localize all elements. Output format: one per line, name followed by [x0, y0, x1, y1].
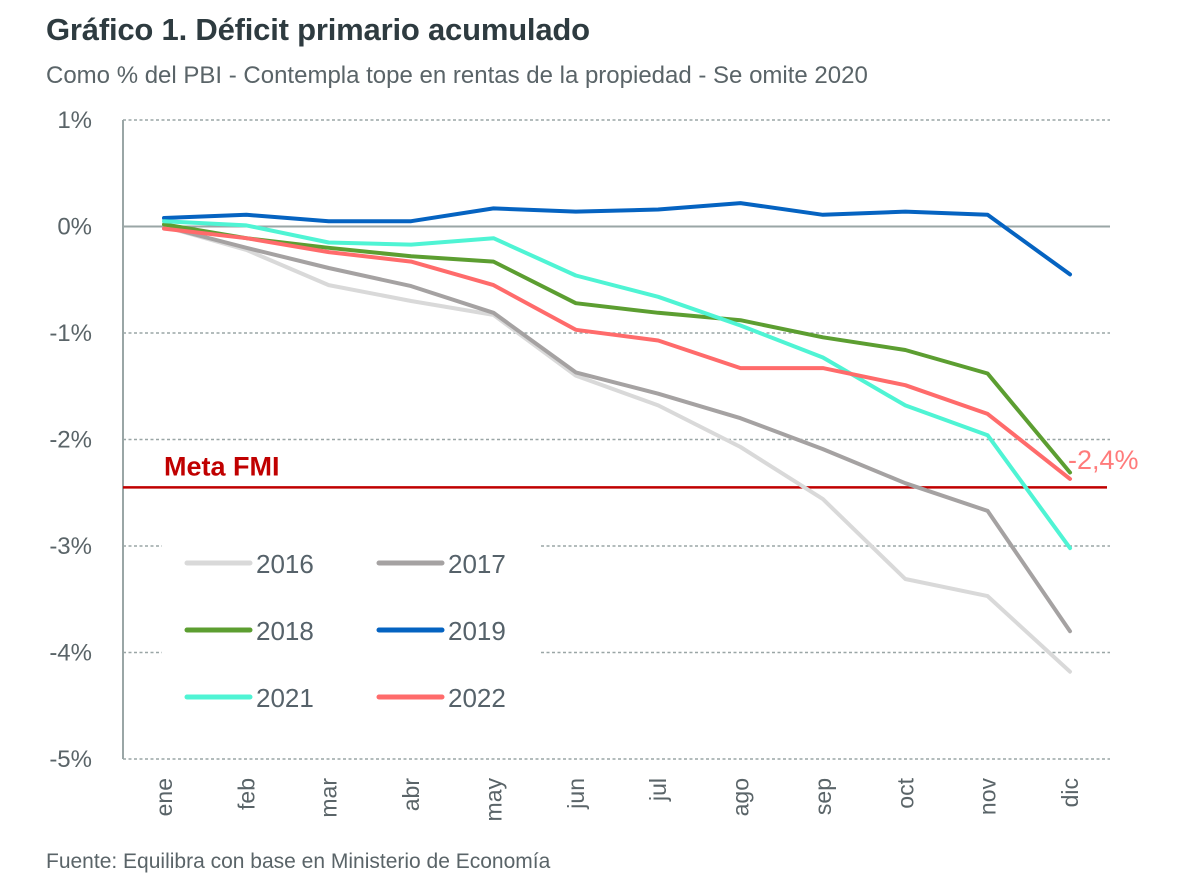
chart-subtitle: Como % del PBI - Contempla tope en renta… [46, 62, 868, 89]
series-line-2016 [162, 224, 1072, 674]
legend-label: 2016 [256, 549, 314, 579]
y-tick-label: 0% [57, 214, 92, 241]
y-tick-label: -2% [49, 427, 92, 454]
y-tick-label: 1% [57, 107, 92, 134]
chart-title: Gráfico 1. Déficit primario acumulado [46, 12, 590, 47]
y-tick-label: -5% [49, 746, 92, 773]
legend-label: 2021 [256, 683, 314, 713]
y-axis-ticks: 1% 0% -1% -2% -3% -4% -5% [49, 107, 92, 773]
x-tick-label: jul [645, 778, 671, 802]
series-lines [162, 201, 1072, 674]
legend-label: 2017 [448, 549, 506, 579]
x-axis-ticks: ene feb mar abr may jun jul ago sep oct nov dic [151, 777, 1083, 821]
legend-item-2019: 2019 [376, 616, 506, 646]
y-tick-label: -3% [49, 533, 92, 560]
legend-item-2021: 2021 [184, 683, 314, 713]
series-line-2018 [162, 222, 1072, 475]
legend-label: 2018 [256, 616, 314, 646]
gridlines [123, 119, 1110, 760]
reference-line-group: Meta FMI [123, 451, 1107, 489]
x-tick-label: jun [563, 778, 589, 810]
legend-item-2022: 2022 [376, 683, 506, 713]
x-tick-label: oct [892, 777, 918, 808]
x-tick-label: ene [151, 778, 177, 816]
series-line-2017 [162, 224, 1072, 634]
x-tick-label: may [480, 778, 506, 822]
meta-fmi-label: Meta FMI [164, 451, 280, 481]
x-tick-label: mar [316, 778, 342, 818]
legend-label: 2019 [448, 616, 506, 646]
series-line-2022 [162, 226, 1072, 481]
annotation-2022-dic: -2,4% [1068, 445, 1139, 475]
x-tick-label: dic [1057, 778, 1083, 807]
series-line-2021 [162, 219, 1072, 551]
y-tick-label: -1% [49, 320, 92, 347]
x-tick-label: abr [398, 778, 424, 812]
x-tick-label: sep [810, 778, 836, 815]
y-tick-label: -4% [49, 640, 92, 667]
x-tick-label: nov [975, 778, 1001, 816]
legend: 2016 2017 2018 2019 2021 2022 [162, 532, 540, 728]
x-tick-label: feb [233, 778, 259, 810]
legend-item-2017: 2017 [376, 549, 506, 579]
source-note: Fuente: Equilibra con base en Ministerio… [46, 850, 551, 873]
legend-label: 2022 [448, 683, 506, 713]
series-line-2019 [162, 201, 1072, 277]
legend-item-2018: 2018 [184, 616, 314, 646]
legend-item-2016: 2016 [184, 549, 314, 579]
x-tick-label: ago [728, 778, 754, 816]
